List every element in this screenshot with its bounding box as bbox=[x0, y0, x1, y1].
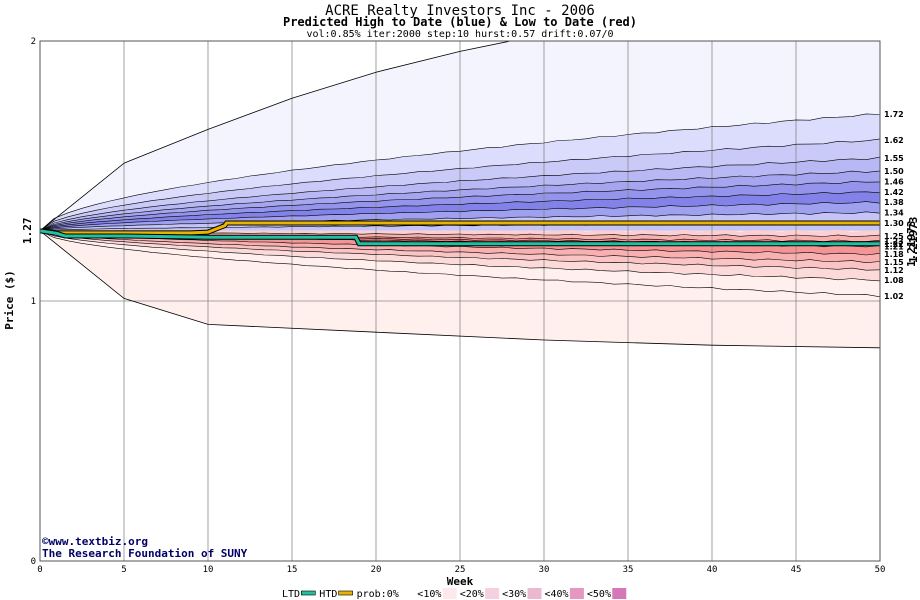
legend-label: <30% bbox=[502, 589, 526, 600]
low-band-1.08 bbox=[40, 230, 880, 281]
legend-color-swatch bbox=[400, 588, 415, 599]
x-tick-label: 40 bbox=[707, 565, 718, 575]
x-tick-label: 35 bbox=[623, 565, 634, 575]
x-tick-label: 30 bbox=[539, 565, 550, 575]
x-tick-labels: 0 5 10 15 20 25 30 35 40 45 50 bbox=[37, 565, 885, 575]
low-band-1.02 bbox=[40, 230, 880, 297]
y-tick-label: 1 bbox=[31, 297, 36, 307]
band-end-label: 1.22 bbox=[884, 240, 904, 249]
band-end-label: 1.21 bbox=[884, 242, 904, 251]
band-end-label: 1.15 bbox=[884, 258, 904, 267]
legend: LTD HTD prob:0% <10% <20% <30% <40% <50% bbox=[282, 588, 627, 600]
x-tick-label: 10 bbox=[203, 565, 214, 575]
band-end-label: 1.34 bbox=[884, 209, 904, 218]
right-value-label: 1.21973 bbox=[905, 221, 918, 267]
band-end-label: 1.25 bbox=[884, 232, 904, 241]
band-end-label: 1.30 bbox=[884, 219, 904, 228]
legend-line-swatch bbox=[300, 590, 316, 596]
legend-label: LTD bbox=[282, 589, 300, 600]
right-value-label-shadow: 1.21973 bbox=[907, 217, 920, 263]
low-band-1.12 bbox=[40, 230, 880, 271]
series-lines bbox=[39, 220, 880, 247]
y-tick-label: 2 bbox=[31, 37, 36, 47]
chart-title: ACRE Realty Investors Inc - 2006 bbox=[325, 3, 595, 19]
x-axis-label: Week bbox=[447, 575, 474, 588]
band-contour bbox=[39, 170, 881, 232]
y-tick-labels: 0 1 2 bbox=[31, 37, 36, 567]
start-price-label: 1.27 bbox=[21, 218, 34, 245]
band-end-label: 1.62 bbox=[884, 136, 904, 145]
band-end-label: 1.46 bbox=[884, 177, 904, 186]
x-tick-label: 0 bbox=[37, 565, 42, 575]
legend-label: <20% bbox=[460, 589, 484, 600]
y-tick-label: 0 bbox=[31, 557, 36, 567]
band-end-label: 1.72 bbox=[884, 110, 904, 119]
band-end-label: 1.08 bbox=[884, 276, 904, 285]
band-contour bbox=[39, 156, 881, 232]
x-tick-label: 25 bbox=[455, 565, 466, 575]
credit-foundation: The Research Foundation of SUNY bbox=[42, 547, 248, 560]
band-contour bbox=[39, 138, 881, 232]
series-LTD-line bbox=[39, 229, 880, 246]
x-tick-label: 15 bbox=[287, 565, 298, 575]
band-contour bbox=[39, 230, 881, 271]
outer-high-contour bbox=[39, 40, 511, 232]
high-band-1.55 bbox=[40, 157, 880, 231]
band-contour bbox=[39, 201, 881, 232]
band-contour bbox=[39, 230, 881, 264]
band-end-label: 1.55 bbox=[884, 154, 904, 163]
high-band-1.72 bbox=[40, 113, 880, 231]
high-band-1.62 bbox=[40, 138, 880, 231]
x-tick-label: 5 bbox=[121, 565, 126, 575]
legend-label: <50% bbox=[587, 589, 611, 600]
series-HTD-line bbox=[39, 221, 880, 235]
legend-label: <10% bbox=[417, 589, 441, 600]
x-tick-label: 50 bbox=[875, 565, 886, 575]
credit-website: ©www.textbiz.org bbox=[42, 535, 148, 548]
band-end-label: 1.18 bbox=[884, 250, 904, 259]
band-contour bbox=[39, 181, 881, 232]
band-end-label: 1.02 bbox=[884, 292, 904, 301]
y-axis-label: Price ($) bbox=[3, 270, 16, 330]
band-end-label: 1.12 bbox=[884, 266, 904, 275]
legend-line-swatch bbox=[338, 590, 353, 596]
chart-subtitle: Predicted High to Date (blue) & Low to D… bbox=[283, 15, 637, 29]
band-end-label: 1.42 bbox=[884, 188, 904, 197]
outer-low-contour bbox=[39, 230, 881, 349]
x-tick-label: 45 bbox=[791, 565, 802, 575]
high-band-1.50 bbox=[40, 170, 880, 231]
band-end-labels: 1.72 1.62 1.55 1.501.46 1.421.38 1.341.30 1.25… bbox=[884, 110, 904, 301]
legend-color-swatch bbox=[569, 588, 584, 599]
band-contour bbox=[39, 113, 881, 232]
legend-color-swatch bbox=[485, 588, 500, 599]
band-end-label: 1.38 bbox=[884, 198, 904, 207]
legend-color-swatch bbox=[442, 588, 457, 599]
x-tick-label: 20 bbox=[371, 565, 382, 575]
simulation-params: vol:0.85% iter:2000 step:10 hurst:0.57 d… bbox=[306, 29, 613, 40]
high-band-1.46 bbox=[40, 181, 880, 231]
legend-label: prob:0% bbox=[357, 589, 399, 600]
legend-label: HTD bbox=[319, 589, 337, 600]
band-end-label: 1.50 bbox=[884, 167, 904, 176]
legend-label: <40% bbox=[545, 589, 569, 600]
band-contour bbox=[39, 191, 881, 232]
plot-frame bbox=[39, 40, 881, 562]
band-contour bbox=[39, 230, 881, 282]
band-end-label: 1.23 bbox=[884, 237, 904, 246]
legend-color-swatch bbox=[612, 588, 627, 599]
band-contour bbox=[39, 230, 881, 298]
legend-color-swatch bbox=[527, 588, 542, 599]
band-contour bbox=[39, 211, 881, 232]
